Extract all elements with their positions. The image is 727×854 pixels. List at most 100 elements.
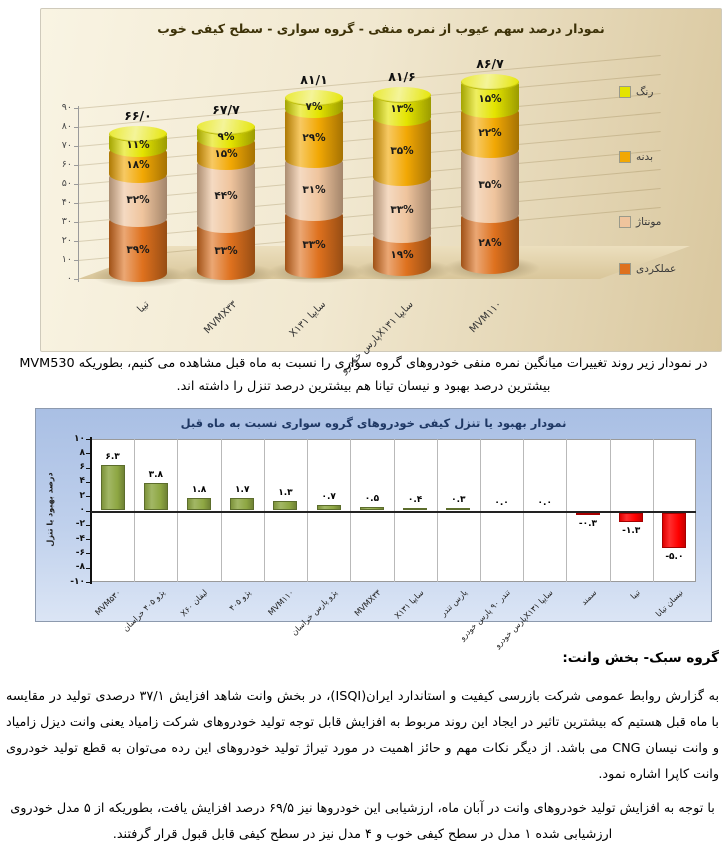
segment-label: ۱۵% <box>214 147 238 160</box>
legend-swatch <box>619 86 631 98</box>
bar <box>143 483 168 511</box>
tick-mark <box>74 241 78 242</box>
category-label: پارس تندر <box>438 588 469 619</box>
segment-label: ۱۱% <box>126 138 150 151</box>
chart2-title: نمودار بهبود یا تنزل کیفی خودروهای گروه … <box>180 416 567 430</box>
legend-swatch <box>619 263 631 275</box>
y-axis-line <box>78 106 79 282</box>
zero-line <box>91 510 696 513</box>
y-tick-label: ۶۰ <box>61 159 72 170</box>
bar-total-label: ۸۶/۷ <box>476 56 504 72</box>
segment-label: ۱۵% <box>478 92 502 105</box>
category-label: تیبا <box>628 588 642 602</box>
tick-mark <box>86 553 91 555</box>
bar-value-label: ۰.۰ <box>494 497 509 508</box>
category-label: سایپا X۱۳۱ <box>392 588 426 621</box>
legend-swatch <box>619 151 631 163</box>
bar <box>575 512 600 515</box>
y-tick-label: ۸۰ <box>61 121 72 132</box>
y-tick-label: ۲ <box>79 490 86 501</box>
bar <box>187 497 212 511</box>
category-label: پژو ۴۰۵ <box>227 588 253 613</box>
segment-label: ۳۳% <box>302 238 326 251</box>
y-tick-label: ۹۰ <box>61 102 72 113</box>
category-label: MVMX۳۳ <box>352 588 383 618</box>
chart2-plot-area: ۱۰ ۸ ۶ ۴ ۲ ۰ -۲ -۴ -۶ -۸ -۱۰ ۶.۳ MVM۵۳۰ ۳.۸ پژو ۴۰۵ خر… <box>36 409 711 650</box>
evaluation-paragraph: با توجه به افزایش تولید خودروهای وانت در… <box>10 801 715 842</box>
segment-label: ۳۵% <box>390 144 414 157</box>
tick-mark <box>86 467 91 469</box>
tick-mark <box>86 453 91 455</box>
segment-label: ۳۲% <box>126 194 150 207</box>
improvement-decline-chart: نمودار بهبود یا تنزل کیفی خودروهای گروه … <box>35 408 712 650</box>
segment-label: ۳۳% <box>390 203 414 216</box>
bar <box>446 508 471 511</box>
category-label: تیبا <box>135 299 152 316</box>
segment-label: ۲۹% <box>302 132 326 145</box>
y-tick-label: ۴ <box>79 476 86 487</box>
bar-value-label: ۱.۸ <box>191 484 207 495</box>
cylinder-cap <box>373 87 431 104</box>
bar-total-label: ۶۶/۰ <box>124 108 152 124</box>
pickup-paragraph: به گزارش روابط عمومی شرکت بازرسی کیفیت و… <box>6 689 720 782</box>
y-tick-label: ۱۰ <box>74 433 85 444</box>
y-tick-label: -۱۰ <box>70 576 85 587</box>
category-label: MVMX۳۳ <box>202 299 240 337</box>
y-tick-label: ۲۰ <box>61 235 72 246</box>
legend-item: بدنه <box>619 151 715 163</box>
cylinder-cap <box>197 119 255 136</box>
tick-mark <box>86 539 91 541</box>
segment-label: ۷% <box>305 101 323 114</box>
cylinder-bar: ۳۳% ۳۱% ۲۹% ۷% <box>285 9 343 278</box>
category-label: سایپا X۱۳۱ <box>287 299 328 340</box>
bar-value-label: ۰.۷ <box>321 492 336 503</box>
cylinder-cap <box>109 126 167 143</box>
segment-label: ۳۹% <box>126 243 150 256</box>
category-label: پژو ۴۰۵ خراسان <box>120 588 167 634</box>
y-tick-label: ۰ <box>66 273 72 284</box>
legend-item: رنگ <box>619 86 715 98</box>
bar-value-label: -۵.۰ <box>665 552 684 563</box>
cylinder-cap <box>285 90 343 107</box>
category-label: نیسان تیانا <box>654 588 685 619</box>
tick-mark <box>86 481 91 483</box>
bar-value-label: ۶.۳ <box>105 452 120 463</box>
bar-value-label: -۱.۳ <box>622 525 641 536</box>
legend-label: مونتاژ <box>636 216 662 228</box>
y-tick-label: ۱۰ <box>61 254 72 265</box>
segment-label: ۳۵% <box>478 179 502 192</box>
bar-total-label: ۶۷/۷ <box>212 102 240 118</box>
tick-mark <box>86 582 91 583</box>
segment-label: ۴۴% <box>214 190 238 203</box>
bar <box>316 505 341 511</box>
tick-mark <box>86 567 91 569</box>
y-tick-label: -۶ <box>75 547 85 558</box>
tick-mark <box>74 146 78 147</box>
y-tick-label: -۲ <box>75 519 85 530</box>
category-label: لیفان X۶۰ <box>179 588 210 619</box>
legend-swatch <box>619 216 631 228</box>
bar-total-label: ۸۱/۶ <box>388 69 416 84</box>
bar-value-label: ۰.۴ <box>407 494 423 505</box>
y-tick-label: -۴ <box>75 533 85 544</box>
category-label: MVM۱۱۰ <box>467 299 504 336</box>
tick-mark <box>74 260 78 261</box>
y-tick-label: ۰ <box>79 505 86 515</box>
bar <box>619 512 644 522</box>
y-tick-label: ۶ <box>79 462 86 473</box>
tick-mark <box>86 524 91 526</box>
legend-item: مونتاژ <box>619 216 715 228</box>
bar-value-label: ۰.۳ <box>451 495 466 506</box>
chart1-title: نمودار درصد سهم عیوب از نمره منفی - گروه… <box>157 21 605 36</box>
segment-label: ۱۹% <box>390 248 414 261</box>
tick-mark <box>74 203 78 204</box>
segment-label: ۳۳% <box>214 245 238 258</box>
legend-item: عملکردی <box>619 263 715 275</box>
bar-value-label: -۰.۳ <box>578 518 598 529</box>
bar-value-label: ۱.۳ <box>278 488 293 499</box>
intro-paragraph: در نمودار زیر روند تغییرات میانگین نمره … <box>19 356 708 394</box>
tick-mark <box>74 165 78 166</box>
bar <box>662 512 687 549</box>
chart1-plot-area: ۰ ۱۰ ۲۰ ۳۰ ۴۰ ۵۰ ۶۰ ۷۰ ۸۰ ۹۰ ۳۹% ۳۲% ۱۸% ۱۱% ۶۶/۰ تیبا ۳… <box>41 9 721 376</box>
cylinder-bar: ۱۹% ۳۳% ۳۵% ۱۳% <box>373 9 431 276</box>
